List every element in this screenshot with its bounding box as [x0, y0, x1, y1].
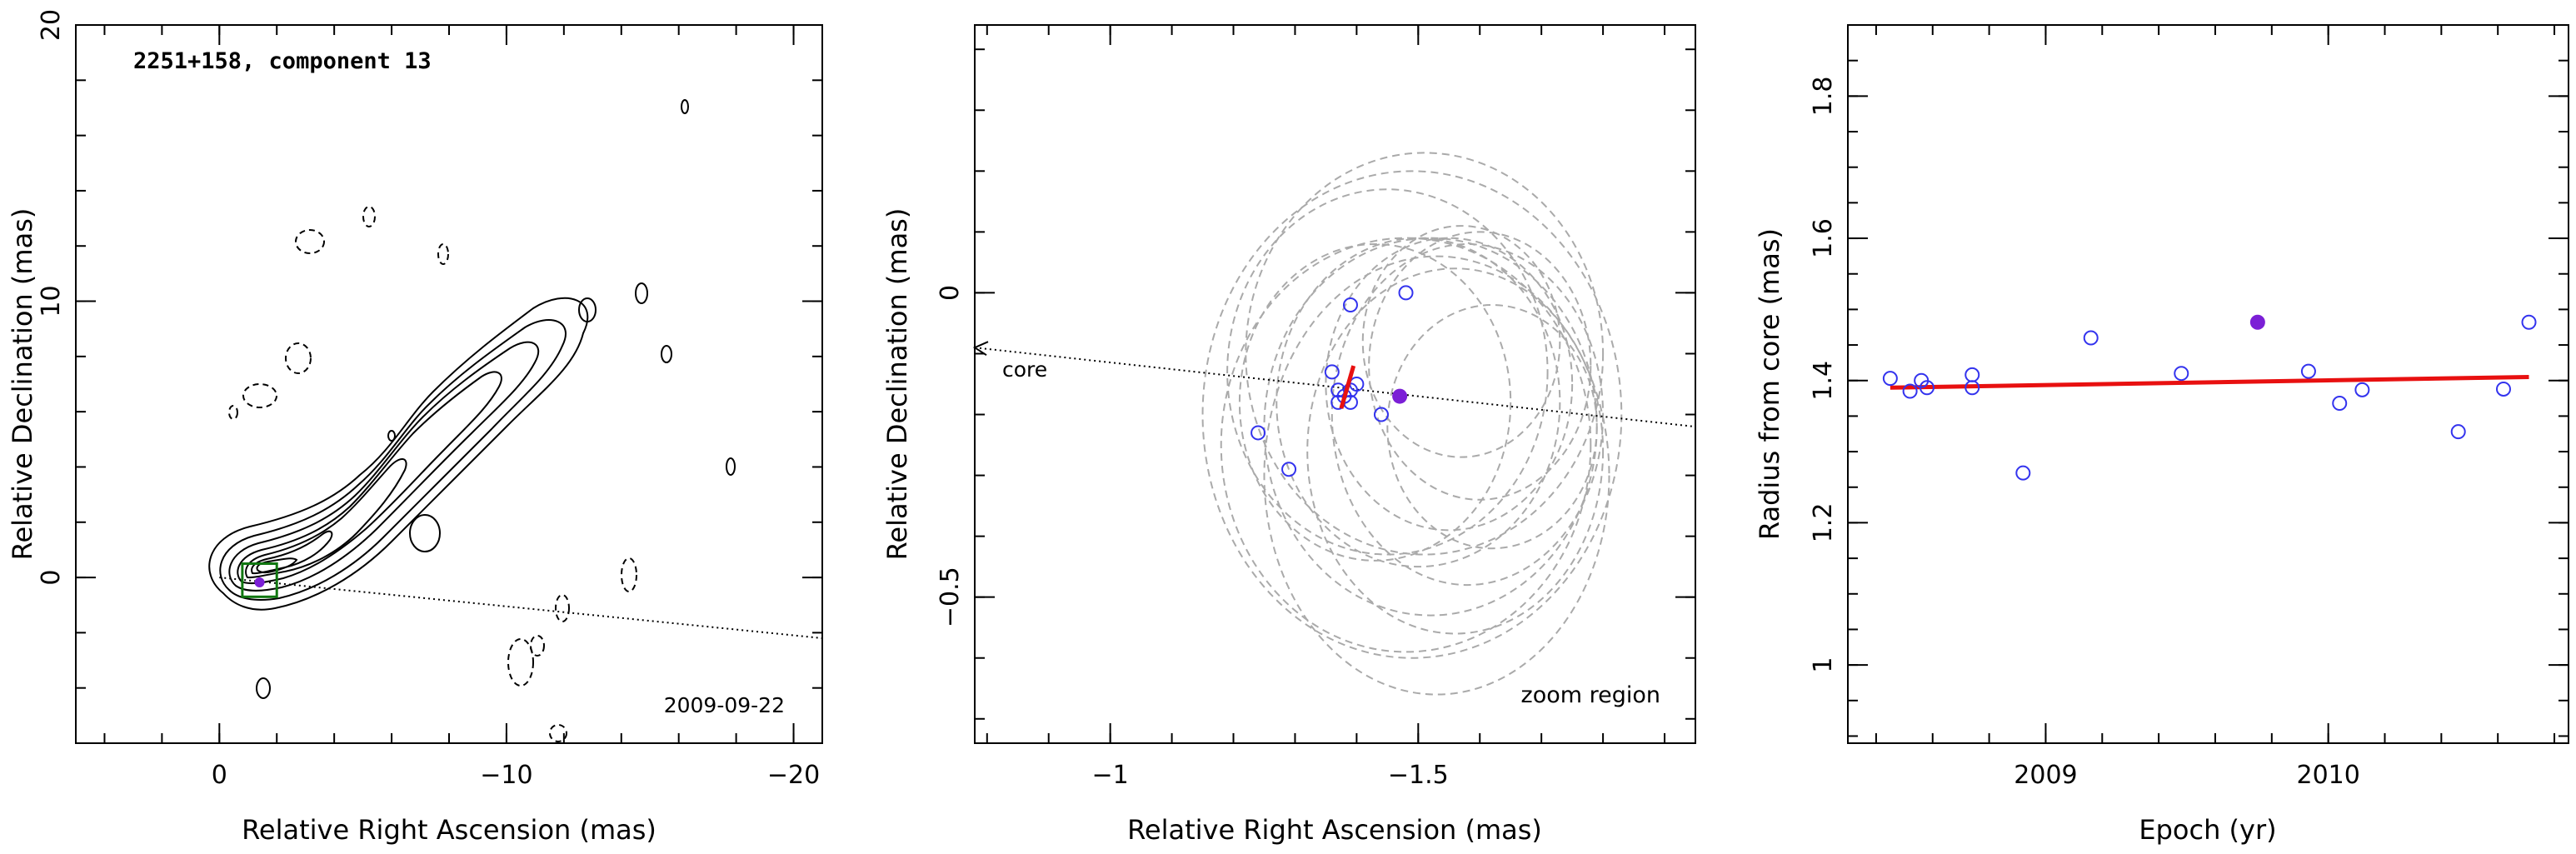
- position-point: [1251, 425, 1266, 441]
- panel-1-contours: [208, 99, 736, 699]
- y-tick-label: 0: [936, 285, 965, 301]
- x-tick-label: 0: [212, 761, 227, 790]
- radius-point: [1902, 383, 1918, 399]
- panel-1-contour-map: 0 −10 −20 0 10 20 2251+158, component 13 200…: [7, 9, 823, 846]
- radius-point: [2083, 330, 2099, 346]
- panel-1-zoom-box: [241, 562, 278, 598]
- radius-point: [1882, 371, 1898, 387]
- radius-point: [2174, 366, 2189, 382]
- panel-2-fit-vector: [1339, 365, 1356, 409]
- panel-3-frame: [1847, 24, 2569, 744]
- error-ellipse: [1325, 237, 1574, 532]
- panel-1-jet-direction-line: [219, 577, 823, 640]
- panel-1-epoch-label: 2009-09-22: [664, 693, 785, 717]
- radius-point: [2332, 396, 2348, 412]
- panel-1-negative-contours: [228, 206, 637, 742]
- error-ellipse: [1201, 170, 1623, 659]
- y-tick-label: 1: [1809, 657, 1838, 673]
- panel-2-error-ellipses: [1201, 152, 1623, 696]
- error-ellipse: [1276, 237, 1561, 568]
- y-tick-label: 0: [37, 570, 66, 586]
- radius-point: [2450, 424, 2466, 440]
- panel-1-y-ticks: 0 10 20: [37, 9, 822, 744]
- panel-2-y-ticks: 0 −0.5: [936, 48, 1695, 720]
- y-tick-label: 1.8: [1809, 76, 1838, 116]
- y-tick-label: 10: [37, 285, 66, 317]
- error-ellipse: [1263, 255, 1610, 696]
- x-tick-label: −1: [1092, 761, 1129, 790]
- panel-2-frame: [974, 24, 1696, 744]
- position-point: [1324, 364, 1340, 380]
- error-ellipse: [1220, 237, 1592, 653]
- panel-1-title: 2251+158, component 13: [133, 48, 432, 74]
- y-tick-label: 1.4: [1809, 361, 1838, 401]
- panel-2-zoom-label: zoom region: [1521, 682, 1660, 708]
- position-point: [1373, 407, 1389, 422]
- panel-1-x-axis-label: Relative Right Ascension (mas): [242, 814, 656, 846]
- panel-3-y-axis-label: Radius from core (mas): [1754, 228, 1785, 540]
- panel-1-y-axis-label: Relative Declination (mas): [7, 208, 38, 561]
- error-ellipse: [1238, 242, 1512, 562]
- x-tick-label: 2010: [2296, 761, 2359, 790]
- radius-point: [2521, 314, 2537, 330]
- panel-3-fit-line: [1890, 374, 2529, 390]
- panel-2-direction-line: [974, 347, 1696, 428]
- x-tick-label: −20: [767, 761, 820, 790]
- radius-point: [2495, 381, 2511, 397]
- error-ellipse: [1226, 188, 1549, 556]
- radius-point: [2354, 382, 2370, 397]
- panel-1-frame: [75, 24, 823, 744]
- error-ellipse: [1386, 304, 1598, 550]
- panel-3-highlight-point: [2249, 314, 2265, 330]
- panel-2-positions: [1251, 285, 1414, 477]
- panel-2-core-arrow: [972, 341, 989, 357]
- error-ellipse: [1361, 225, 1561, 458]
- radius-point: [1964, 380, 1980, 396]
- radius-point: [1919, 380, 1934, 396]
- x-tick-label: −1.5: [1388, 761, 1449, 790]
- error-ellipse: [1330, 242, 1605, 587]
- panel-3-y-ticks: 1 1.2 1.4 1.6 1.8: [1809, 24, 2569, 737]
- position-point: [1398, 285, 1414, 301]
- radius-point: [2015, 465, 2031, 481]
- error-ellipse: [1306, 267, 1605, 635]
- position-point: [1342, 297, 1358, 313]
- panel-2-highlight-point: [1392, 388, 1408, 404]
- panel-2-zoom-region: −1 −1.5 0 −0.5 core zoom region Relative R…: [881, 24, 1696, 846]
- y-tick-label: −0.5: [936, 567, 965, 627]
- position-point: [1281, 462, 1297, 477]
- y-tick-label: 1.2: [1809, 503, 1838, 543]
- panel-1-component-marker: [254, 577, 265, 588]
- panel-2-y-axis-label: Relative Declination (mas): [881, 208, 913, 561]
- radius-point: [2300, 363, 2316, 379]
- y-tick-label: 20: [37, 9, 66, 41]
- panel-3-x-ticks: 2009 2010: [1875, 25, 2556, 790]
- panel-1-x-ticks: 0 −10 −20: [103, 25, 820, 790]
- panel-3-radius-vs-epoch: 2009 2010 1 1.2 1.4 1.6 1.8 Epoch (yr) Radius…: [1754, 24, 2569, 846]
- x-tick-label: 2009: [2014, 761, 2077, 790]
- error-ellipse: [1368, 231, 1592, 501]
- radius-point: [1964, 367, 1980, 382]
- panel-2-core-label: core: [1002, 357, 1047, 382]
- x-tick-label: −10: [480, 761, 532, 790]
- panel-3-radius-points: [1882, 314, 2537, 481]
- y-tick-label: 1.6: [1809, 218, 1838, 258]
- panel-2-x-axis-label: Relative Right Ascension (mas): [1127, 814, 1542, 846]
- error-ellipse: [1245, 152, 1605, 556]
- panel-3-x-axis-label: Epoch (yr): [2139, 814, 2276, 846]
- panel-2-x-ticks: −1 −1.5: [986, 25, 1666, 790]
